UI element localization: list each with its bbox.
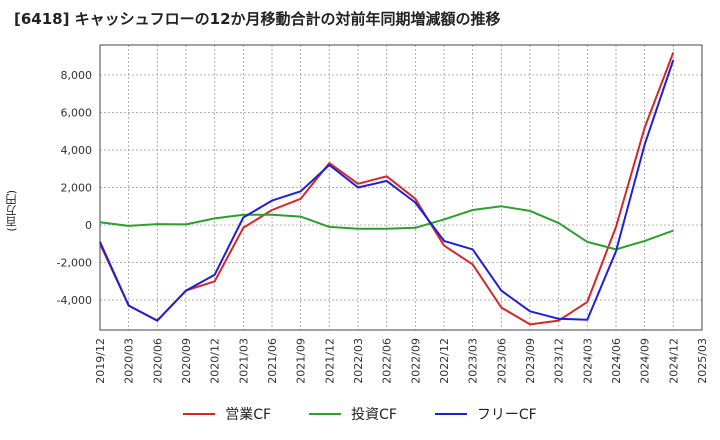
x-tick-label: 2024/12: [667, 338, 680, 384]
x-tick-label: 2023/09: [524, 338, 537, 384]
legend-label-free-cf: フリーCF: [476, 407, 537, 423]
x-tick-label: 2024/03: [581, 338, 594, 384]
x-tick-label: 2021/09: [295, 338, 308, 384]
x-tick-label: 2020/06: [151, 338, 164, 384]
legend-swatch-investing-cf: [309, 413, 342, 415]
plot-frame: [99, 44, 703, 331]
y-tick-label: 8,000: [61, 69, 93, 82]
x-tick-label: 2023/06: [495, 338, 508, 384]
legend-item-investing-cf: 投資CF: [309, 404, 397, 424]
legend-item-operating-cf: 営業CF: [183, 404, 271, 424]
legend: 営業CF 投資CF フリーCF: [0, 404, 720, 424]
x-tick-label: 2022/09: [409, 338, 422, 384]
x-tick-label: 2024/06: [610, 338, 623, 384]
y-tick-label: 6,000: [61, 107, 93, 120]
y-tick-label: -4,000: [57, 294, 92, 307]
x-tick-label: 2022/06: [381, 338, 394, 384]
legend-label-investing-cf: 投資CF: [351, 407, 397, 423]
legend-label-operating-cf: 営業CF: [225, 407, 272, 423]
x-tick-label: 2022/03: [352, 338, 365, 384]
legend-swatch-free-cf: [434, 413, 467, 415]
x-tick-label: 2023/03: [467, 338, 480, 384]
series-line-3: [99, 59, 675, 322]
x-tick-label: 2022/12: [438, 338, 451, 384]
x-tick-label: 2020/12: [209, 338, 222, 384]
y-tick-label: 0: [85, 219, 92, 232]
x-tick-label: 2021/06: [266, 338, 279, 384]
x-tick-label: 2024/09: [639, 338, 652, 384]
y-tick-label: 2,000: [61, 182, 93, 195]
y-tick-label: -2,000: [57, 257, 92, 270]
series-line-1: [99, 52, 675, 326]
y-tick-label: 4,000: [61, 144, 93, 157]
chart-title: [6418] キャッシュフローの12か月移動合計の対前年同期増減額の推移: [14, 10, 501, 28]
legend-item-free-cf: フリーCF: [434, 404, 537, 424]
x-tick-label: 2020/09: [180, 338, 193, 384]
x-tick-label: 2021/03: [237, 338, 250, 384]
x-tick-label: 2025/03: [696, 338, 709, 384]
x-tick-label: 2021/12: [323, 338, 336, 384]
series-line-2: [99, 205, 674, 251]
legend-swatch-operating-cf: [183, 413, 216, 415]
x-tick-label: 2019/12: [94, 338, 107, 384]
x-tick-label: 2023/12: [553, 338, 566, 384]
x-tick-label: 2020/03: [123, 338, 136, 384]
